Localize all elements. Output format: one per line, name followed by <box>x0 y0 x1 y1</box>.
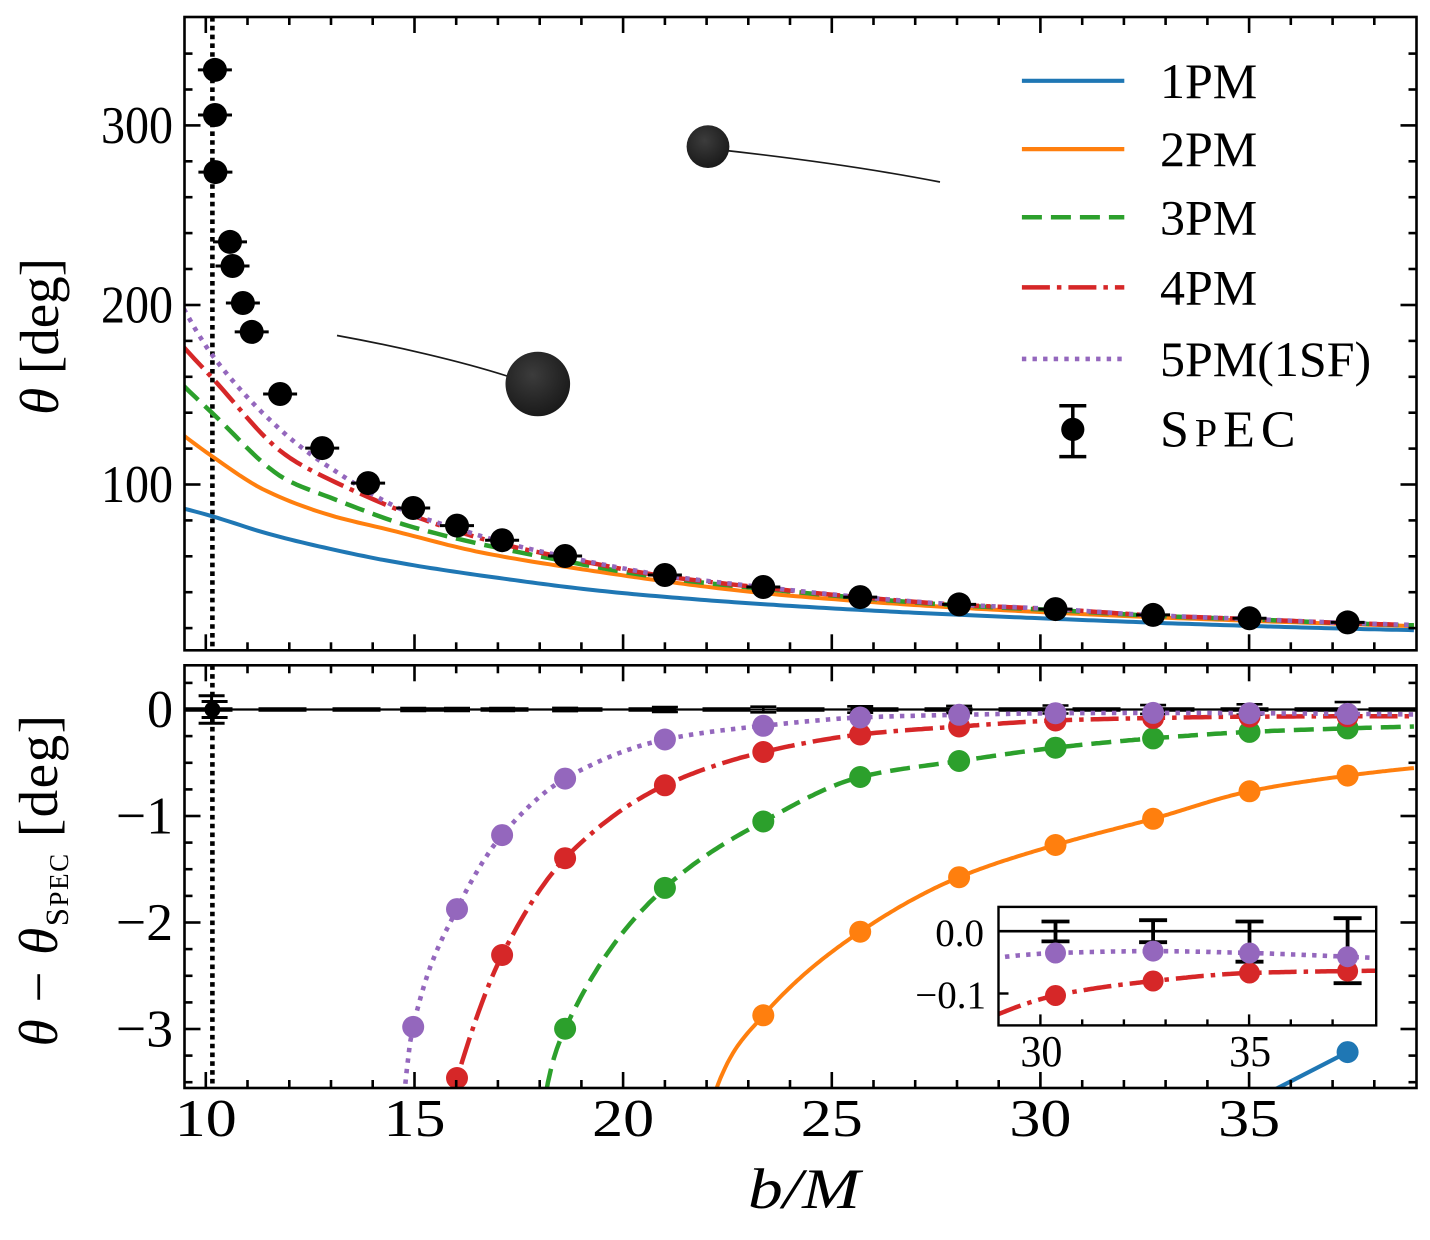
svg-text:−3: −3 <box>116 1001 173 1059</box>
svg-text:15: 15 <box>384 1090 446 1148</box>
svg-text:0: 0 <box>147 681 173 739</box>
svg-text:3PM: 3PM <box>1160 189 1257 245</box>
svg-text:2PM: 2PM <box>1160 121 1257 177</box>
svg-text:−2: −2 <box>116 894 173 952</box>
svg-text:35: 35 <box>1229 1027 1271 1076</box>
svg-text:35: 35 <box>1218 1090 1280 1148</box>
svg-text:−0.1: −0.1 <box>915 974 986 1017</box>
svg-text:4PM: 4PM <box>1160 259 1257 315</box>
svg-text:20: 20 <box>592 1090 654 1148</box>
svg-text:0.0: 0.0 <box>935 912 984 955</box>
svg-text:100: 100 <box>101 456 173 514</box>
svg-text:b/M: b/M <box>748 1158 864 1221</box>
svg-text:SPEC: SPEC <box>1160 401 1302 458</box>
svg-text:5PM(1SF): 5PM(1SF) <box>1160 331 1371 387</box>
svg-text:1PM: 1PM <box>1160 53 1257 109</box>
svg-text:−1: −1 <box>116 788 173 846</box>
svg-text:10: 10 <box>175 1090 237 1148</box>
svg-text:30: 30 <box>1009 1090 1071 1148</box>
svg-text:25: 25 <box>801 1090 863 1148</box>
svg-text:θ [deg]: θ [deg] <box>9 258 70 415</box>
svg-text:300: 300 <box>101 97 173 155</box>
svg-text:30: 30 <box>1020 1027 1062 1076</box>
svg-text:200: 200 <box>101 277 173 335</box>
